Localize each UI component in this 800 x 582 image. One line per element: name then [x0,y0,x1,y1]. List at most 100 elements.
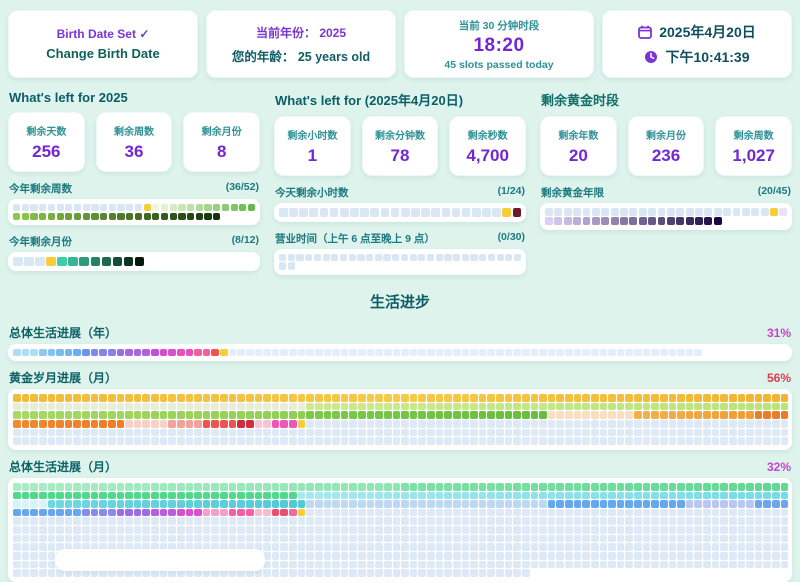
grid-cell [101,256,112,267]
grid-cell [159,517,168,526]
stat-card: 剩余周数 1,027 [715,116,793,176]
grid-cell [634,428,642,437]
grid-counter: (8/12) [231,233,259,246]
grid-cell [187,212,195,220]
grid-cell [289,491,297,500]
date-line: 2025年4月20日 [638,22,756,42]
grid-cell [30,411,38,420]
grid-cell [176,402,185,411]
grid-cell [375,394,383,402]
grid-cell [247,204,256,212]
grid-cell [392,348,401,357]
grid-cell [340,394,349,402]
grid-cell [306,500,314,508]
grid-cell [728,428,737,437]
grid-cell [599,482,608,491]
grid-cell [332,569,340,577]
grid-cell [357,253,365,261]
grid-cell [478,534,487,543]
grid-cell [237,482,245,491]
grid-cell [314,543,323,551]
grid-cell [625,402,633,411]
grid-cell [390,208,400,217]
grid-cell [563,217,572,226]
grid-cell [107,348,116,357]
grid-cell [245,517,254,526]
grid-cell [590,543,599,551]
grid-cell [366,348,375,357]
grid-cell [13,212,21,220]
grid-cell [82,212,90,220]
grid-cell [418,517,426,526]
stat-label: 剩余小时数 [287,131,338,142]
grid-cell [754,500,763,508]
grid-cell [107,428,116,437]
grid-cell [659,402,668,411]
grid-cell [159,500,168,508]
grid-cell [142,534,150,543]
grid-cell [47,402,56,411]
grid-cell [521,569,530,577]
grid-cell [780,508,789,517]
grid-cell [296,253,304,261]
grid-cell [461,420,470,428]
grid-cell [772,491,780,500]
grid-cell [349,348,357,357]
grid-cell [271,394,280,402]
grid-cell [314,482,323,491]
grid-cell [142,482,150,491]
grid-cell [297,348,306,357]
grid-cell [780,517,789,526]
grid-cell [780,534,789,543]
grid-cell [21,482,30,491]
grid-cell [47,508,56,517]
grid-cell [418,411,426,420]
grid-cell [125,543,133,551]
grid-cell [685,348,694,357]
grid-cell [392,543,401,551]
grid-cell [470,508,478,517]
grid-cell [306,526,314,534]
grid-cell [194,428,202,437]
grid-cell [13,569,21,577]
grid-cell [590,534,599,543]
grid-cell [280,491,288,500]
grid-cell [358,534,366,543]
grid-cell [763,402,771,411]
grid-cell [126,204,134,212]
grid-cell [496,402,504,411]
change-birth-date-button[interactable]: Change Birth Date [46,46,160,61]
grid-cell [323,543,332,551]
grid-cell [513,508,521,517]
grid-cell [185,534,194,543]
grid-cell [409,543,418,551]
grid-cell [168,348,176,357]
grid-cell [659,420,668,428]
grid-cell [314,508,323,517]
grid-cell [237,526,245,534]
grid-cell [487,508,495,517]
grid-cell [659,543,668,551]
grid-cell [91,212,99,220]
grid-cell [470,402,478,411]
grid-cell [401,411,409,420]
grid-cell [64,491,73,500]
grid-cell [539,560,547,569]
grid-cell [47,569,56,577]
grid-cell [202,394,211,402]
grid-cell [107,508,116,517]
grid-cell [625,517,633,526]
grid-cell [30,394,38,402]
grid-cell [703,517,711,526]
grid-cell [366,402,375,411]
grid-cell [73,534,81,543]
grid-cell [38,437,47,445]
grid-cell [711,534,720,543]
grid-cell [82,411,90,420]
grid-cell [176,348,185,357]
grid-cell [47,394,56,402]
grid-cell [409,411,418,420]
grid-cell [194,517,202,526]
grid-cell [116,534,125,543]
grid-cell [116,482,125,491]
